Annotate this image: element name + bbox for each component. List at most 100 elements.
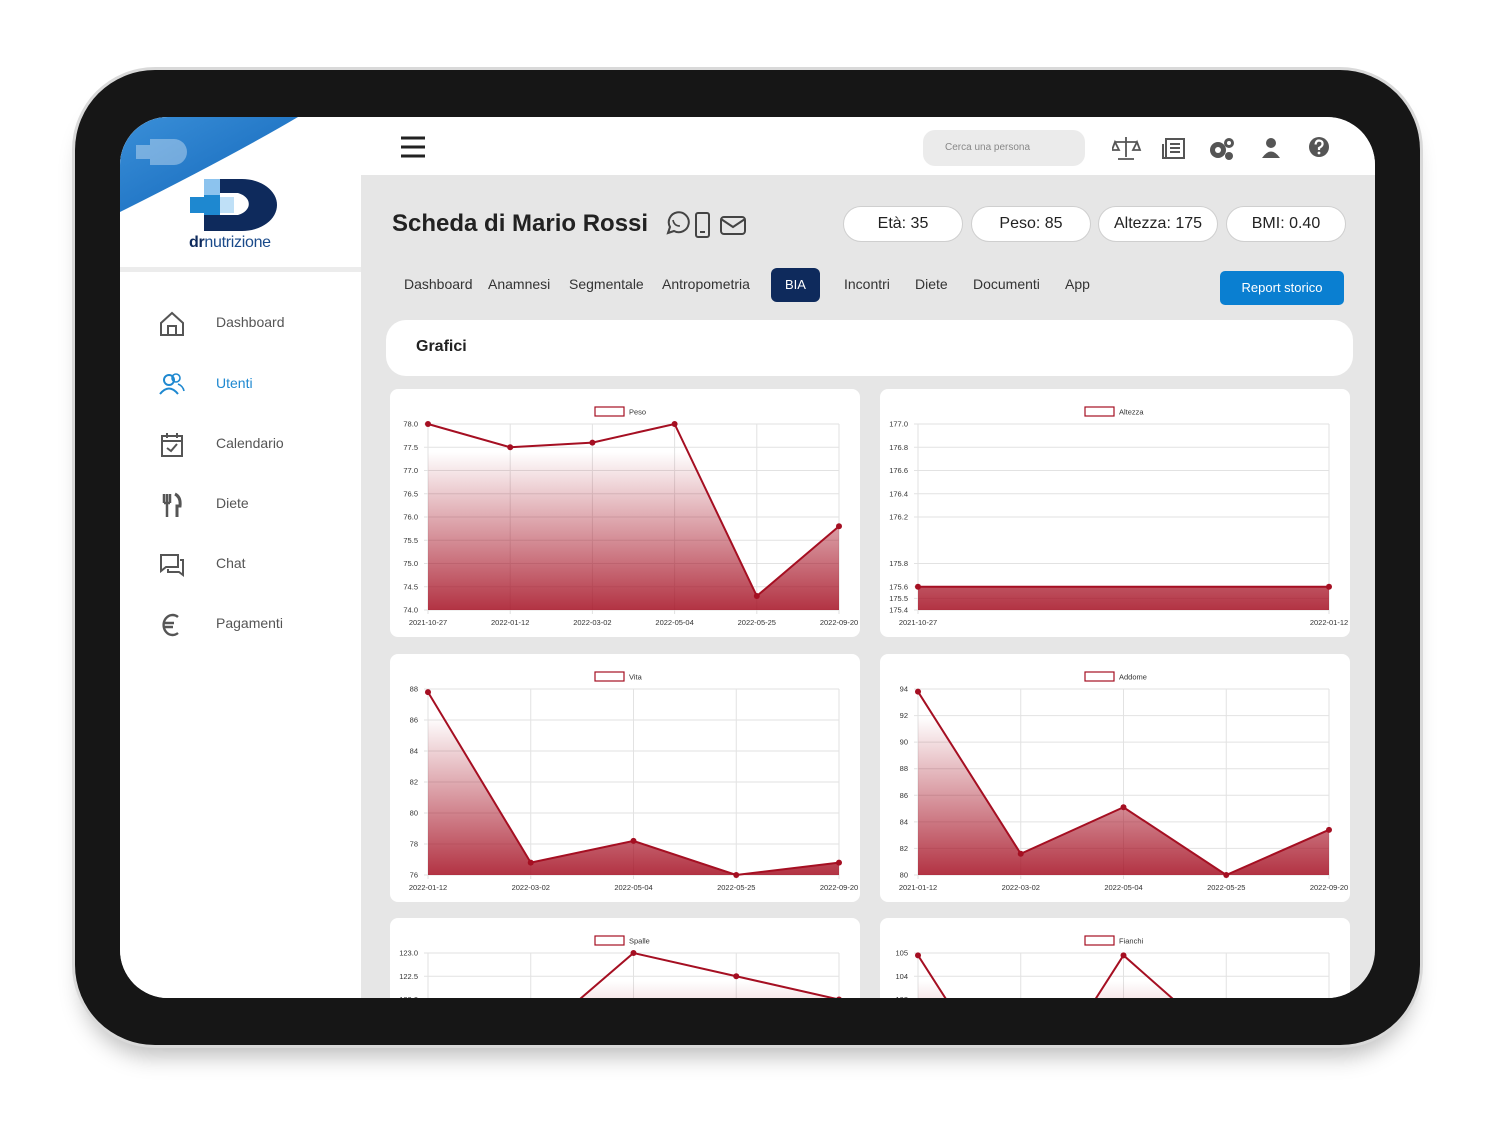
search-field[interactable]: Cerca una persona [923,130,1085,166]
y-tick-label: 82 [410,777,418,786]
topbar: Cerca una persona [361,117,1375,175]
y-tick-label: 122.5 [399,972,418,981]
nav-label: Diete [216,495,249,511]
point [425,421,431,427]
home-icon [160,311,184,336]
point [1326,583,1332,590]
legend-swatch [1084,406,1115,417]
settings-icon[interactable] [1210,138,1234,160]
chart: 103 104 105 Fianchi [895,935,1330,998]
legend-label: Altezza [1119,408,1144,417]
y-tick-label: 175.6 [889,582,908,591]
y-tick-label: 75.5 [403,536,418,545]
report-button[interactable]: Report storico [1220,271,1344,305]
point [836,996,842,998]
y-tick-label: 88 [410,684,418,693]
point [836,859,842,866]
tab[interactable]: App [1065,276,1090,292]
sidebar: drnutrizione Dashboard Utenti Calendario… [120,117,361,998]
y-tick-label: 105 [895,949,908,958]
x-tick-label: 2022-05-25 [738,618,776,627]
nav-item[interactable]: Pagamenti [120,604,361,644]
point [527,859,534,866]
area [918,955,1172,998]
point [915,952,921,959]
point [671,421,678,427]
nav-item[interactable]: Calendario [120,424,361,464]
stat-pill: Età: 35 [843,206,963,242]
tab-active[interactable]: BIA [771,268,820,302]
y-tick-label: 176.4 [889,489,908,498]
section-title: Grafici [416,338,467,355]
tab[interactable]: Diete [915,276,948,292]
screen: drnutrizione Dashboard Utenti Calendario… [120,117,1375,998]
stat-pill: BMI: 0.40 [1226,206,1346,242]
y-tick-label: 94 [900,684,908,693]
tab[interactable]: Dashboard [404,276,473,292]
legend-swatch [1084,670,1115,682]
logo-text: drnutrizione [189,234,271,252]
legend-swatch [594,935,625,946]
logo-prefix: dr [189,234,205,251]
mail-icon[interactable] [720,216,746,235]
menu-toggle[interactable] [400,135,426,159]
y-tick-label: 84 [410,746,418,755]
scale-icon[interactable] [1112,137,1142,160]
news-icon[interactable] [1162,138,1185,159]
area [428,424,839,610]
x-tick-label: 2022-09-20 [820,883,858,892]
nav-label: Calendario [216,435,284,451]
line [427,422,840,598]
tab[interactable]: Documenti [973,276,1040,292]
point [1120,952,1127,959]
x-tick-label: 2022-05-25 [1207,883,1245,892]
y-tick-label: 76.5 [403,489,418,498]
y-tick-label: 175.4 [889,606,908,615]
point [1326,826,1332,833]
chat-icon [160,554,184,577]
point [915,583,921,590]
y-tick-label: 74.5 [403,582,418,591]
euro-icon [162,613,179,637]
whatsapp-icon[interactable] [666,211,690,235]
point [733,871,740,878]
legend-label: Vita [629,672,643,681]
calendar-icon [161,433,183,457]
tab[interactable]: Anamnesi [488,276,551,292]
x-tick-label: 2021-10-27 [899,618,937,627]
nav-item[interactable]: Diete [120,484,361,524]
chart: 74.0 74.5 75.0 75.5 76.0 76.5 77.0 77.5 78.0 2021… [403,406,858,627]
profile-title: Scheda di Mario Rossi [392,210,649,237]
y-tick-label: 90 [900,737,908,746]
tab[interactable]: Segmentale [569,276,644,292]
chart: 175.4 175.5 175.6 175.8 176.2 176.4 176.6 176.8… [889,406,1348,627]
help-icon[interactable] [1309,137,1329,157]
nav-item[interactable]: Utenti [120,364,361,404]
divider [120,267,361,272]
phone-icon[interactable] [695,212,710,238]
y-tick-label: 77.0 [403,466,418,475]
x-tick-label: 2022-09-20 [820,618,858,627]
tab[interactable]: Antropometria [662,276,750,292]
point [1223,871,1230,878]
point [1017,850,1024,857]
x-tick-label: 2022-03-02 [1002,883,1040,892]
y-tick-label: 103 [895,995,908,998]
contact-icons [666,211,746,238]
y-tick-label: 86 [410,715,418,724]
y-tick-label: 76.0 [403,513,418,522]
x-tick-label: 2022-03-02 [573,618,611,627]
y-tick-label: 177.0 [889,420,908,429]
nav-item[interactable]: Chat [120,544,361,584]
nav-label: Pagamenti [216,615,283,631]
y-tick-label: 78 [410,839,418,848]
y-tick-label: 104 [895,972,908,981]
y-tick-label: 176.2 [889,513,908,522]
user-icon[interactable] [1262,138,1280,158]
logo [120,117,298,231]
tab[interactable]: Incontri [844,276,890,292]
legend-label: Addome [1119,672,1147,681]
nav-item[interactable]: Dashboard [120,303,361,343]
chart-card: 74.0 74.5 75.0 75.5 76.0 76.5 77.0 77.5 78.0 2021… [390,389,860,637]
